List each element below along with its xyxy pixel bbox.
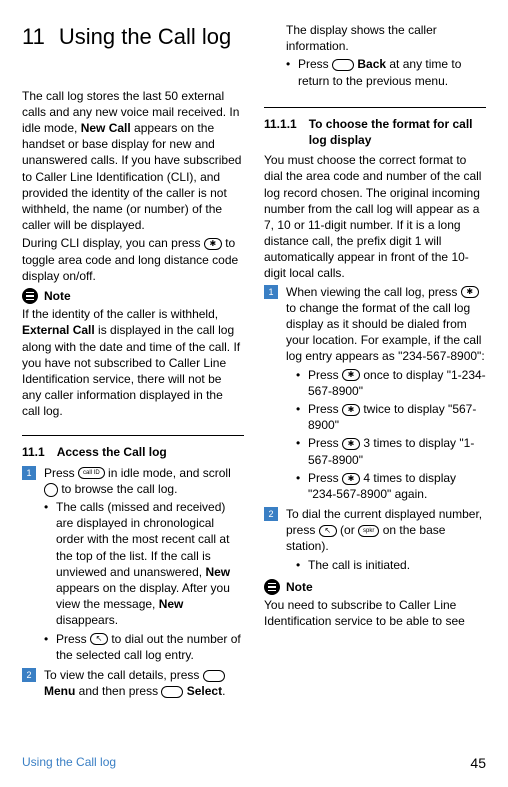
- page-number: 45: [470, 755, 486, 771]
- page-footer: Using the Call log 45: [22, 755, 486, 771]
- star-key-icon: ✱: [342, 369, 360, 381]
- note-label: Note: [286, 579, 313, 595]
- list-item: Press Back at any time to return to the …: [286, 56, 486, 88]
- bold-external-call: External Call: [22, 323, 95, 337]
- step-2b: 2 To dial the current displayed number, …: [264, 506, 486, 575]
- section-number: 11.1: [22, 444, 45, 460]
- star-key-icon: ✱: [461, 286, 479, 298]
- note-heading: Note: [22, 288, 244, 304]
- star-key-icon: ✱: [342, 438, 360, 450]
- step-badge-2: 2: [264, 507, 278, 521]
- list-item: Press ✱ once to display "1-234-567-8900": [296, 367, 486, 399]
- note-label: Note: [44, 288, 71, 304]
- section-11-1-1-head: 11.1.1 To choose the format for call log…: [264, 116, 486, 148]
- bold-back: Back: [357, 57, 386, 71]
- bold-select: Select: [187, 684, 222, 698]
- list-item: The call is initiated.: [296, 557, 486, 573]
- nav-circle-icon: [44, 483, 58, 497]
- talk-key-icon: ↖: [319, 525, 337, 537]
- list-item: The calls (missed and received) are disp…: [44, 499, 244, 629]
- list-item: Press ✱ 3 times to display "1-567-8900": [296, 435, 486, 467]
- bold-new-call: New Call: [81, 121, 131, 135]
- step-1: 1 Press call ID in idle mode, and scroll…: [22, 465, 244, 665]
- back-key-icon: [332, 59, 354, 71]
- step-badge-1: 1: [22, 466, 36, 480]
- note-para: If the identity of the caller is withhel…: [22, 306, 244, 419]
- step-1-body: Press call ID in idle mode, and scroll t…: [44, 465, 244, 665]
- star-key-icon: ✱: [342, 404, 360, 416]
- step-1-bullets: The calls (missed and received) are disp…: [44, 499, 244, 663]
- star-key-icon: ✱: [342, 473, 360, 485]
- chapter-number: 11: [22, 22, 45, 52]
- star-key-icon: ✱: [204, 238, 222, 250]
- step-badge-1: 1: [264, 285, 278, 299]
- callid-key-icon: call ID: [78, 467, 105, 479]
- step-2b-body: To dial the current displayed number, pr…: [286, 506, 486, 575]
- step-1b-body: When viewing the call log, press ✱ to ch…: [286, 284, 486, 504]
- page-content: 11Using the Call log The call log stores…: [0, 0, 508, 720]
- note-icon: [22, 288, 38, 304]
- intro-para-2: During CLI display, you can press ✱ to t…: [22, 235, 244, 284]
- bold-menu: Menu: [44, 684, 75, 698]
- note-icon: [264, 579, 280, 595]
- step-2-bullets: Press Back at any time to return to the …: [286, 56, 486, 88]
- footer-section-title: Using the Call log: [22, 755, 116, 771]
- step-1b: 1 When viewing the call log, press ✱ to …: [264, 284, 486, 504]
- section-divider: [264, 107, 486, 108]
- list-item: Press ↖ to dial out the number of the se…: [44, 631, 244, 663]
- section-title: To choose the format for call log displa…: [309, 116, 486, 148]
- note-para-2: You need to subscribe to Caller Line Ide…: [264, 597, 486, 629]
- softkey-icon: [203, 670, 225, 682]
- chapter-title: Using the Call log: [59, 24, 231, 49]
- speaker-key-icon: spkr: [358, 525, 379, 537]
- step-2b-bullets: The call is initiated.: [286, 557, 486, 573]
- section-11-1-head: 11.1 Access the Call log: [22, 444, 244, 460]
- note-heading-2: Note: [264, 579, 486, 595]
- format-bullets: Press ✱ once to display "1-234-567-8900"…: [286, 367, 486, 503]
- section-divider: [22, 435, 244, 436]
- chapter-heading: 11 Using the Call log: [22, 22, 244, 52]
- list-item: Press ✱ 4 times to display "234-567-8900…: [296, 470, 486, 502]
- step-badge-2: 2: [22, 668, 36, 682]
- softkey-icon: [161, 686, 183, 698]
- section-title: Access the Call log: [57, 444, 244, 460]
- list-item: Press ✱ twice to display "567-8900": [296, 401, 486, 433]
- intro-para-1: The call log stores the last 50 external…: [22, 88, 244, 234]
- section-number: 11.1.1: [264, 116, 297, 148]
- sec-11-1-1-intro: You must choose the correct format to di…: [264, 152, 486, 282]
- talk-key-icon: ↖: [90, 633, 108, 645]
